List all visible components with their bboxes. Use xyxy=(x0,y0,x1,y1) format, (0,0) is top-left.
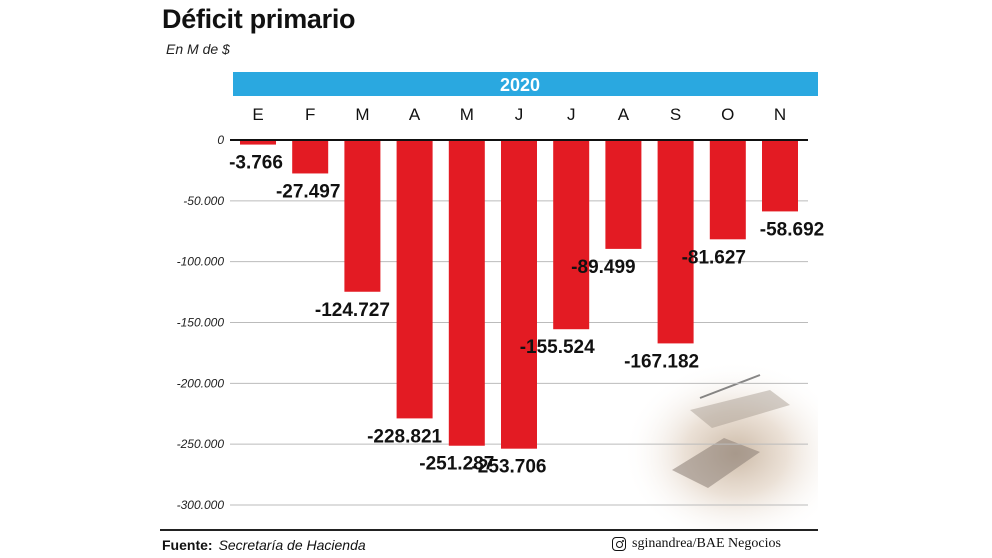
x-tick-label: M xyxy=(460,105,474,124)
source-label: Fuente: xyxy=(162,537,213,553)
data-label: -3.766 xyxy=(229,153,283,174)
banknotes-photo xyxy=(690,390,790,428)
data-label: -27.497 xyxy=(276,181,340,202)
data-label: -58.692 xyxy=(760,219,824,240)
data-label: -253.706 xyxy=(471,457,546,478)
bar xyxy=(396,140,433,419)
bar xyxy=(448,140,485,446)
x-tick-label: M xyxy=(355,105,369,124)
bar-chart: 2020 0 -50.000 -100.000 -150.000 -200.000 -250… xyxy=(177,72,824,530)
y-tick-label: -250.000 xyxy=(177,437,225,451)
x-tick-label: A xyxy=(409,105,421,124)
year-banner xyxy=(233,72,818,96)
bar xyxy=(762,140,798,212)
data-label: -251.287 xyxy=(419,454,494,475)
credit-line: sginandrea/BAE Negocios xyxy=(612,536,781,552)
source-line: Fuente: Secretaría de Hacienda xyxy=(162,537,366,553)
y-tick-label: -200.000 xyxy=(177,376,225,390)
y-tick-label: -100.000 xyxy=(177,255,225,269)
x-tick-label: J xyxy=(515,105,524,124)
x-tick-label: S xyxy=(670,105,681,124)
bar xyxy=(501,140,537,449)
y-tick-label: 0 xyxy=(217,133,224,147)
x-tick-label: O xyxy=(721,105,734,124)
y-tick-label: -300.000 xyxy=(177,498,225,512)
x-tick-label: F xyxy=(305,105,315,124)
data-label: -228.821 xyxy=(367,426,442,447)
data-label: -167.182 xyxy=(624,351,699,372)
banknotes-photo xyxy=(672,438,760,488)
bar xyxy=(657,140,694,344)
instagram-icon xyxy=(612,537,626,551)
bar xyxy=(292,140,329,174)
bar xyxy=(344,140,381,292)
x-tick-label: E xyxy=(252,105,263,124)
data-label: -81.627 xyxy=(682,247,746,268)
bar xyxy=(240,140,276,145)
footer-divider xyxy=(160,529,818,531)
data-label: -89.499 xyxy=(571,257,635,278)
data-label: -124.727 xyxy=(315,300,390,321)
bar xyxy=(553,140,590,330)
bar xyxy=(605,140,642,249)
chart-subtitle: En M de $ xyxy=(166,41,230,57)
x-tick-label: J xyxy=(567,105,576,124)
x-tick-label: N xyxy=(774,105,786,124)
x-tick-label: A xyxy=(618,105,630,124)
source-text: Secretaría de Hacienda xyxy=(218,537,366,553)
banknotes-photo xyxy=(699,374,761,399)
bar xyxy=(709,140,746,240)
y-tick-label: -50.000 xyxy=(183,194,224,208)
credit-text: sginandrea/BAE Negocios xyxy=(632,536,781,551)
y-tick-label: -150.000 xyxy=(177,316,225,330)
year-banner-label: 2020 xyxy=(500,75,540,95)
data-label: -155.524 xyxy=(520,337,595,358)
chart-title: Déficit primario xyxy=(162,4,356,34)
